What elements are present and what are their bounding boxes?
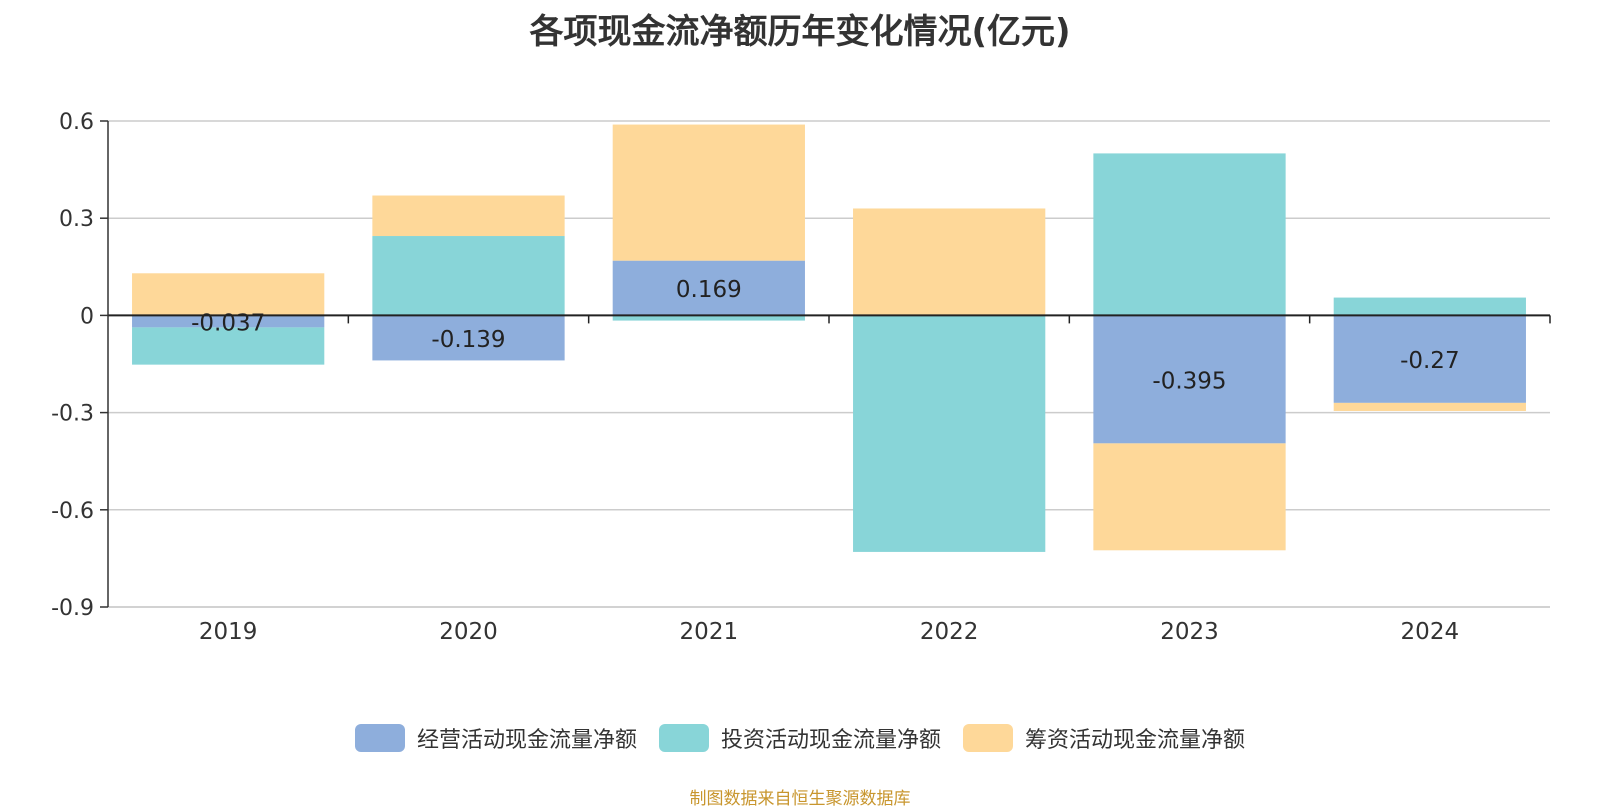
y-tick-label: -0.9 (51, 596, 94, 621)
data-label: -0.395 (1152, 368, 1226, 394)
data-labels: -0.037 -0.139 0.169 -0.395 -0.27 (191, 277, 1460, 394)
bar-2023-series-1 (1093, 153, 1286, 316)
bar-2019-series-2 (132, 273, 325, 316)
data-label: -0.037 (191, 310, 265, 336)
legend-swatch (963, 724, 1013, 752)
bar-2022-series-2 (853, 208, 1046, 316)
bar-2023-series-0 (1093, 315, 1286, 444)
axes: 0.6 0.3 0 -0.3 -0.6 -0.9 2019 2020 2021 2022 2023 2… (51, 110, 1551, 645)
bar-2019-series-0 (132, 315, 325, 328)
data-label: 0.169 (676, 277, 742, 303)
y-tick-label: 0.3 (59, 207, 94, 232)
bar-2021-series-0 (612, 260, 805, 316)
chart-plot: 0.6 0.3 0 -0.3 -0.6 -0.9 2019 2020 2021 2022 2023 2… (51, 110, 1551, 645)
bar-2022-series-1 (853, 315, 1046, 552)
legend-label: 经营活动现金流量净额 (416, 728, 637, 753)
x-tick-label: 2022 (920, 619, 979, 645)
bar-2023-series-2 (1093, 443, 1286, 551)
legend-label: 投资活动现金流量净额 (720, 728, 941, 753)
legend-label: 筹资活动现金流量净额 (1025, 728, 1246, 753)
legend-item[interactable]: 投资活动现金流量净额 (658, 722, 941, 754)
legend-swatch (354, 724, 405, 752)
legend: 经营活动现金流量净额 投资活动现金流量净额 筹资活动现金流量净额 (0, 722, 1600, 754)
bar-2024-series-1 (1333, 297, 1526, 316)
bar-2020-series-1 (372, 236, 565, 316)
bars (132, 124, 1526, 552)
legend-item[interactable]: 经营活动现金流量净额 (354, 722, 637, 754)
x-tick-label: 2020 (439, 619, 498, 645)
source-note: 制图数据来自恒生聚源数据库 (689, 789, 911, 809)
bar-2024-series-0 (1333, 315, 1526, 403)
legend-item[interactable]: 筹资活动现金流量净额 (963, 722, 1245, 754)
y-tick-label: 0.6 (59, 110, 94, 135)
x-tick-label: 2024 (1401, 619, 1460, 645)
chart-title: 各项现金流净额历年变化情况(亿元) (529, 12, 1071, 52)
bar-2024-series-2 (1333, 402, 1526, 411)
bar-2020-series-2 (372, 195, 565, 237)
y-tick-label: -0.6 (51, 499, 94, 524)
bar-2020-series-0 (372, 315, 565, 361)
bar-2021-series-1 (612, 315, 805, 321)
bar-2021-series-2 (612, 124, 805, 261)
data-label: -0.139 (431, 327, 505, 353)
x-tick-label: 2023 (1160, 619, 1219, 645)
x-tick-label: 2021 (680, 619, 739, 645)
bar-2019-series-1 (132, 327, 325, 365)
x-tick-label: 2019 (199, 619, 258, 645)
y-tick-label: 0 (80, 304, 94, 329)
data-label: -0.27 (1400, 348, 1460, 374)
grid-lines (108, 120, 1550, 608)
legend-swatch (658, 724, 709, 752)
y-tick-label: -0.3 (51, 402, 94, 427)
